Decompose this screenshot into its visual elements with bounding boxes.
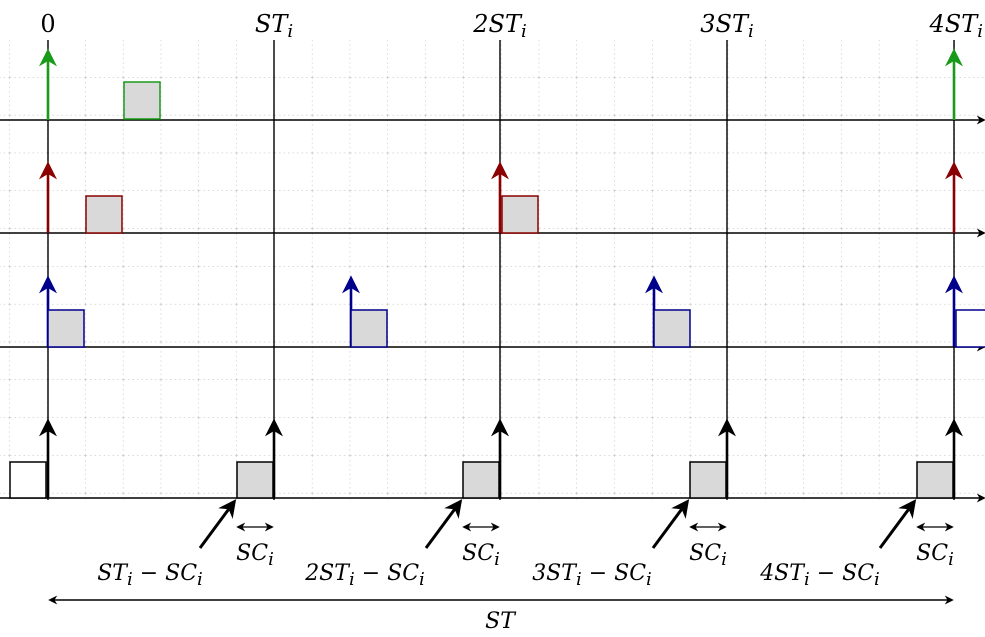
schedule-box-1: [236, 461, 274, 499]
sc-label-4: SCi: [916, 541, 954, 570]
label-0: 0: [40, 10, 55, 38]
row-green: [39, 48, 963, 120]
offset-label-2: 2STi − SCi: [304, 561, 425, 590]
label-3st: 3STi: [700, 10, 753, 42]
pointer-arrow-1: [198, 499, 237, 549]
sc-label-1: SCi: [236, 541, 274, 570]
top-labels: 0 STi 2STi 3STi 4STi: [40, 10, 983, 42]
schedule-box-3: [689, 461, 727, 499]
offset-label-4: 4STi − SCi: [759, 561, 880, 590]
sc-label-2: SCi: [462, 541, 500, 570]
offset-label-3: 3STi − SCi: [532, 561, 652, 590]
job-box-green: [123, 81, 161, 120]
row-red: [39, 161, 963, 234]
pointer-arrow-4: [878, 499, 917, 549]
row-blue: [39, 275, 985, 348]
label-st: STi: [255, 10, 293, 42]
offset-pointers: [198, 499, 917, 549]
job-box-blue-2: [350, 309, 388, 348]
pointer-arrow-3: [651, 499, 690, 549]
offset-labels: STi − SCi 2STi − SCi 3STi − SCi 4STi − S…: [97, 561, 880, 590]
job-box-blue-1: [47, 309, 85, 348]
job-box-red-2: [501, 195, 539, 234]
st-span-label: ST: [485, 609, 517, 634]
pointer-arrow-2: [424, 499, 463, 549]
schedule-box-4: [916, 461, 954, 499]
job-box-blue-3: [653, 309, 691, 348]
label-4st: 4STi: [929, 10, 983, 42]
job-box-red-1: [85, 195, 123, 234]
offset-label-1: STi − SCi: [97, 561, 203, 590]
row-schedule: [9, 418, 963, 499]
schedule-box-initial: [9, 461, 47, 499]
job-box-blue-4-partial: [955, 309, 985, 348]
schedule-box-2: [462, 461, 500, 499]
sc-label-3: SCi: [689, 541, 727, 570]
sc-labels: SCi SCi SCi SCi: [236, 541, 954, 570]
label-2st: 2STi: [472, 10, 526, 42]
